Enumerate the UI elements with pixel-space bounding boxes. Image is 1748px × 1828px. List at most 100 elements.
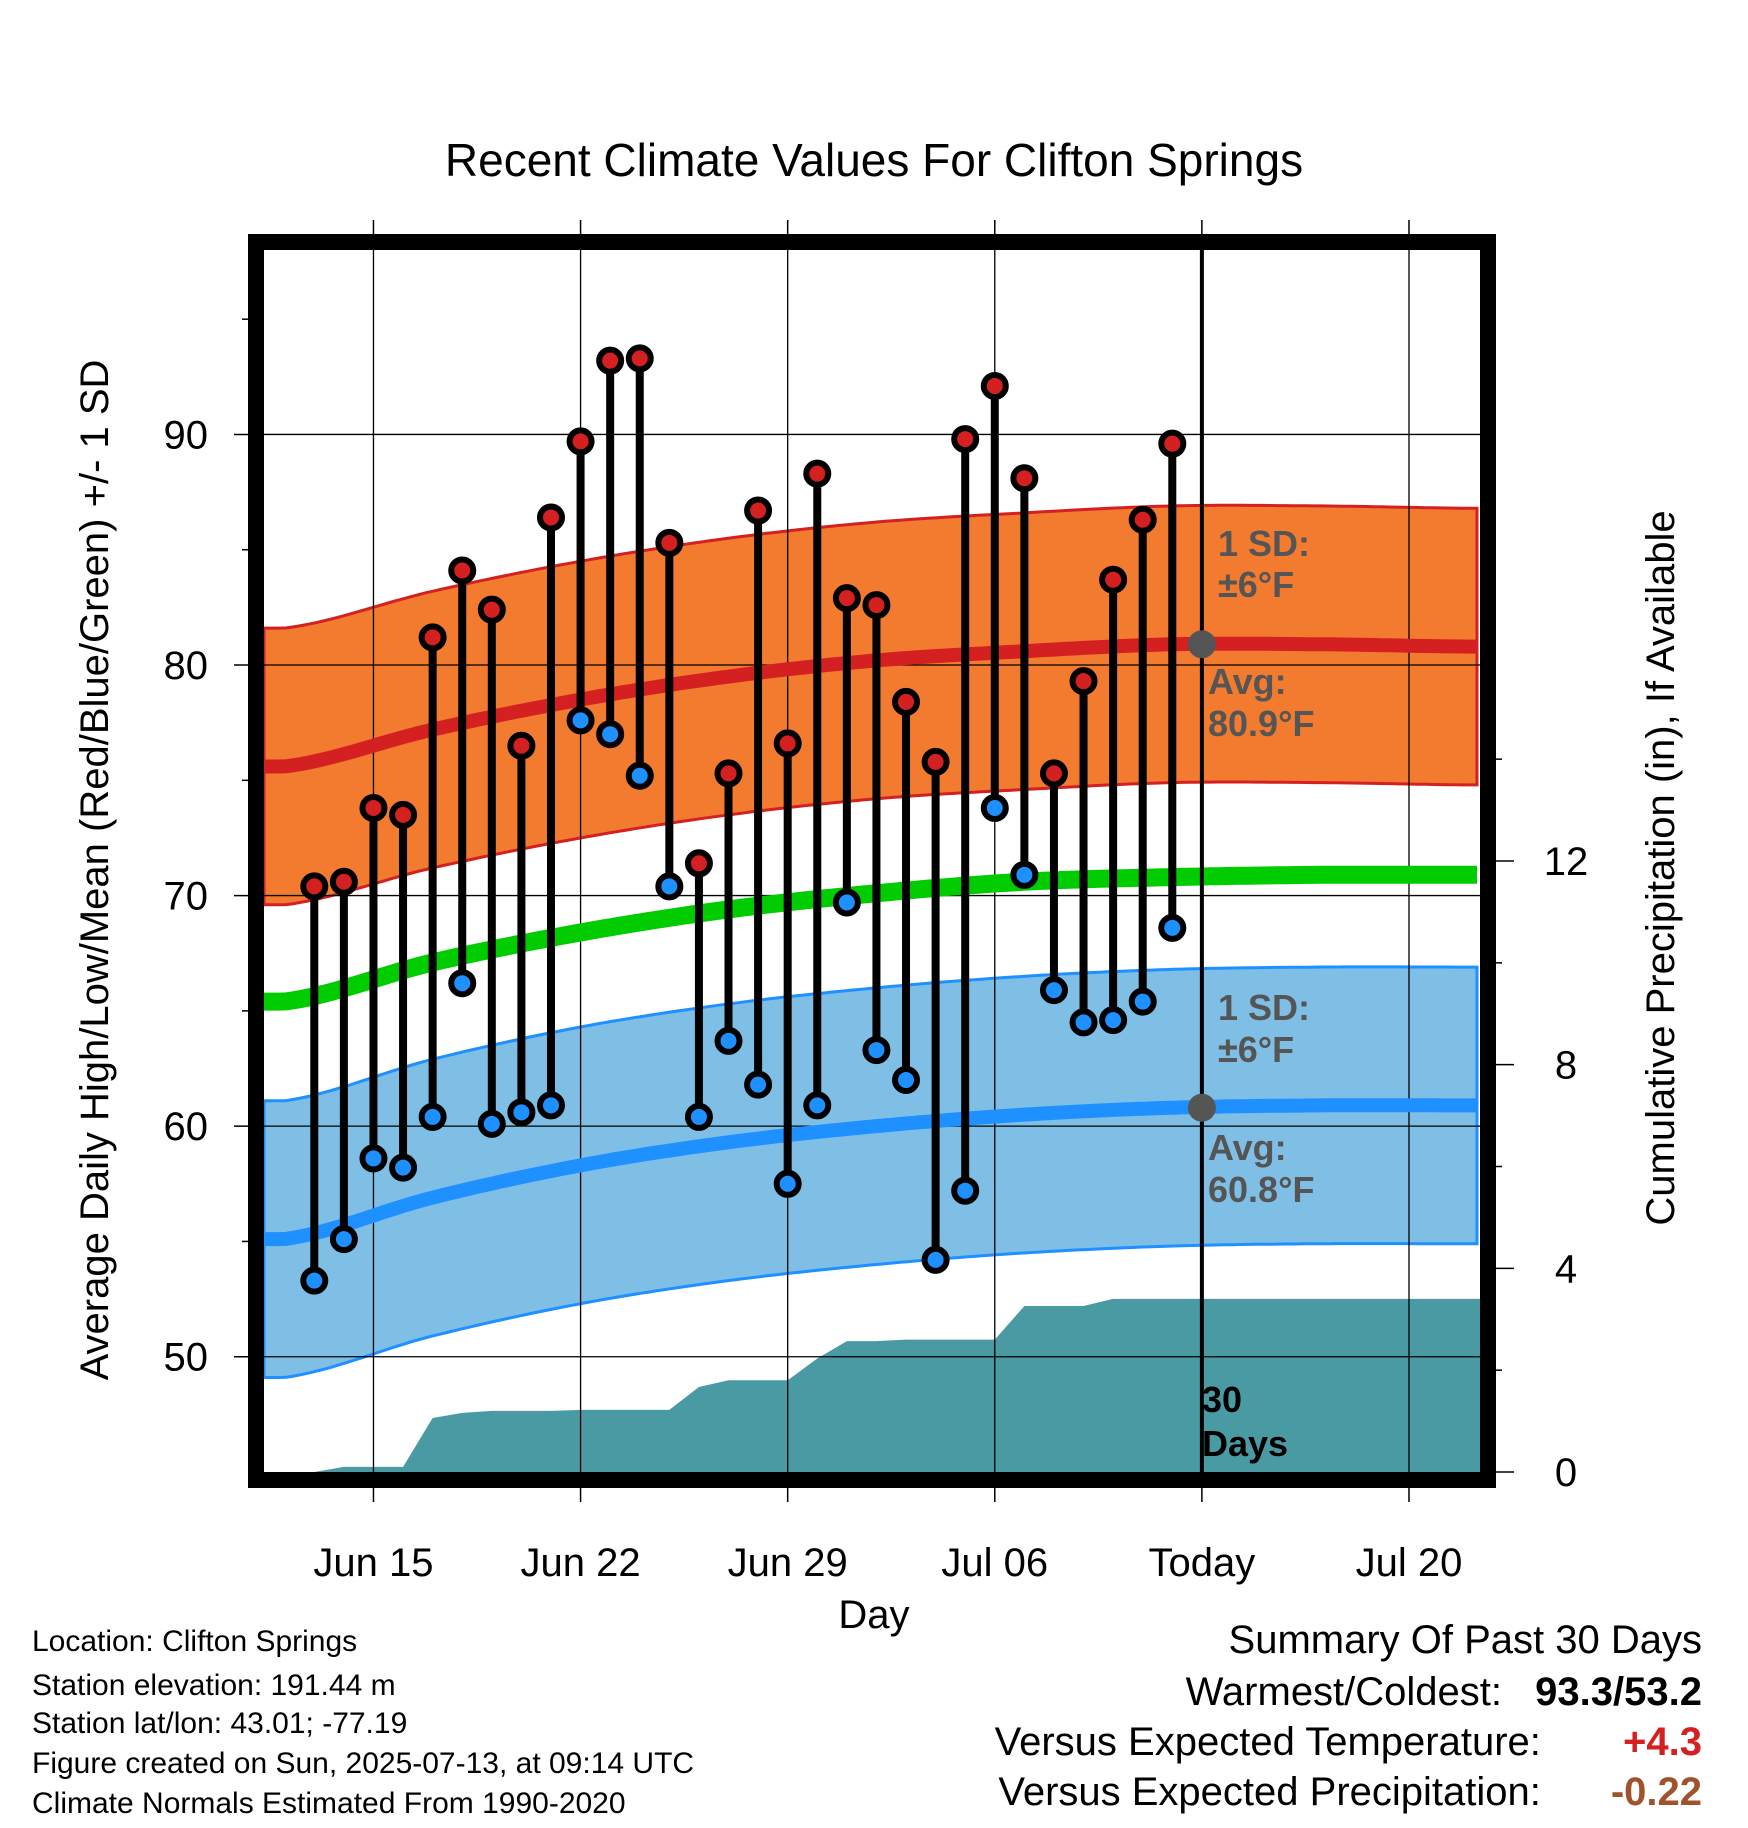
summary-warm-cold-row: Warmest/Coldest: 93.3/53.2 <box>995 1670 1702 1720</box>
x-tick-label: Jun 15 <box>313 1541 433 1585</box>
today-days-label-line1: 30 <box>1202 1379 1242 1420</box>
daily-low-point <box>1099 1006 1128 1035</box>
y2-tick-label: 12 <box>1544 840 1589 884</box>
precip-anomaly-value: -0.22 <box>1610 1770 1702 1814</box>
daily-low-point <box>1039 976 1068 1005</box>
chart-title: Recent Climate Values For Clifton Spring… <box>445 134 1303 186</box>
y2-axis-label: Cumulative Precipitation (in), If Availa… <box>1639 510 1683 1225</box>
low-avg-label-line1: Avg: <box>1208 1127 1287 1168</box>
x-tick-label: Jun 22 <box>521 1541 641 1585</box>
daily-high-point <box>980 372 1009 401</box>
station-info: Location: Clifton Springs Station elevat… <box>32 1623 694 1823</box>
daily-high-point <box>507 731 536 760</box>
high-avg-label-line2: 80.9°F <box>1208 703 1314 744</box>
daily-high-point <box>1010 464 1039 493</box>
summary-panel: Summary Of Past 30 Days Warmest/Coldest:… <box>995 1618 1702 1820</box>
info-normals: Climate Normals Estimated From 1990-2020 <box>32 1787 626 1820</box>
daily-high-point <box>477 595 506 624</box>
daily-high-point <box>921 747 950 776</box>
warm-cold-slash: / <box>1613 1670 1625 1714</box>
daily-low-point <box>921 1245 950 1274</box>
daily-high-point <box>596 346 625 375</box>
daily-high-point <box>714 759 743 788</box>
daily-high-point <box>655 528 684 557</box>
daily-low-point <box>566 706 595 735</box>
daily-high-point <box>1069 667 1098 696</box>
daily-high-point <box>359 793 388 822</box>
temp-anomaly-value: +4.3 <box>1623 1720 1702 1764</box>
daily-low-point <box>714 1026 743 1055</box>
daily-high-point <box>389 800 418 829</box>
daily-high-point <box>684 849 713 878</box>
y-tick-label: 70 <box>164 875 209 919</box>
warm-cold-label: Warmest/Coldest: <box>1185 1670 1503 1714</box>
daily-low-point <box>300 1266 329 1295</box>
info-elevation: Station elevation: 191.44 m <box>32 1669 396 1702</box>
daily-low-point <box>418 1102 447 1131</box>
daily-low-point <box>389 1153 418 1182</box>
daily-low-point <box>773 1169 802 1198</box>
daily-high-point <box>951 425 980 454</box>
x-axis-label: Day <box>838 1593 909 1637</box>
summary-temp-row: Versus Expected Temperature: +4.3 <box>995 1720 1702 1770</box>
daily-high-point <box>1039 759 1068 788</box>
daily-high-point <box>625 344 654 373</box>
high-sd-label-line2: ±6°F <box>1218 564 1294 605</box>
daily-low-point <box>832 888 861 917</box>
daily-low-point <box>1069 1008 1098 1037</box>
daily-high-point <box>1099 565 1128 594</box>
daily-low-point <box>1010 860 1039 889</box>
low-sd-band <box>264 965 1479 1379</box>
y2-tick-label: 8 <box>1555 1044 1577 1088</box>
daily-low-point <box>329 1225 358 1254</box>
y-axis-label: Average Daily High/Low/Mean (Red/Blue/Gr… <box>73 360 117 1381</box>
today-low-avg-dot <box>1187 1093 1216 1122</box>
daily-low-point <box>862 1036 891 1065</box>
high-avg-label-line1: Avg: <box>1208 661 1287 702</box>
summary-title: Summary Of Past 30 Days <box>1228 1618 1702 1662</box>
y2-tick-label: 4 <box>1555 1247 1577 1291</box>
daily-high-point <box>803 459 832 488</box>
daily-high-point <box>744 496 773 525</box>
daily-high-point <box>566 427 595 456</box>
daily-high-point <box>832 584 861 613</box>
info-created: Figure created on Sun, 2025-07-13, at 09… <box>32 1747 695 1780</box>
daily-low-point <box>477 1109 506 1138</box>
daily-low-point <box>507 1098 536 1127</box>
daily-low-point <box>744 1070 773 1099</box>
daily-high-point <box>536 503 565 532</box>
daily-low-point <box>448 969 477 998</box>
y-tick-label: 80 <box>164 644 209 688</box>
y2-tick-label: 0 <box>1555 1451 1577 1495</box>
daily-high-point <box>892 687 921 716</box>
plot-area: 50 60 70 80 90 0 4 8 12 Jun 15 Jun 22 Jun 29 Jul 06 T… <box>164 220 1589 1585</box>
daily-high-point <box>329 867 358 896</box>
precipitation-area <box>264 1298 1480 1472</box>
precip-label: Versus Expected Precipitation: <box>998 1770 1541 1814</box>
daily-low-point <box>684 1102 713 1131</box>
daily-low-point <box>596 720 625 749</box>
daily-high-point <box>448 556 477 585</box>
today-high-avg-dot <box>1187 630 1216 659</box>
y-tick-label: 60 <box>164 1105 209 1149</box>
y-tick-label: 90 <box>164 413 209 457</box>
daily-low-point <box>655 872 684 901</box>
daily-low-point <box>1158 913 1187 942</box>
x-tick-label: Today <box>1149 1541 1256 1585</box>
temp-label: Versus Expected Temperature: <box>994 1720 1541 1764</box>
summary-precip-row: Versus Expected Precipitation: -0.22 <box>995 1770 1702 1820</box>
daily-low-point <box>1128 987 1157 1016</box>
coldest-value: 53.2 <box>1624 1670 1702 1714</box>
daily-high-point <box>418 623 447 652</box>
info-location: Location: Clifton Springs <box>32 1625 358 1658</box>
daily-high-point <box>1158 429 1187 458</box>
y-tick-label: 50 <box>164 1336 209 1380</box>
daily-high-point <box>300 872 329 901</box>
low-sd-label-line1: 1 SD: <box>1218 987 1310 1028</box>
warmest-value: 93.3 <box>1535 1670 1614 1714</box>
x-tick-label: Jun 29 <box>728 1541 848 1585</box>
daily-low-point <box>625 761 654 790</box>
daily-low-point <box>359 1144 388 1173</box>
daily-low-point <box>803 1091 832 1120</box>
